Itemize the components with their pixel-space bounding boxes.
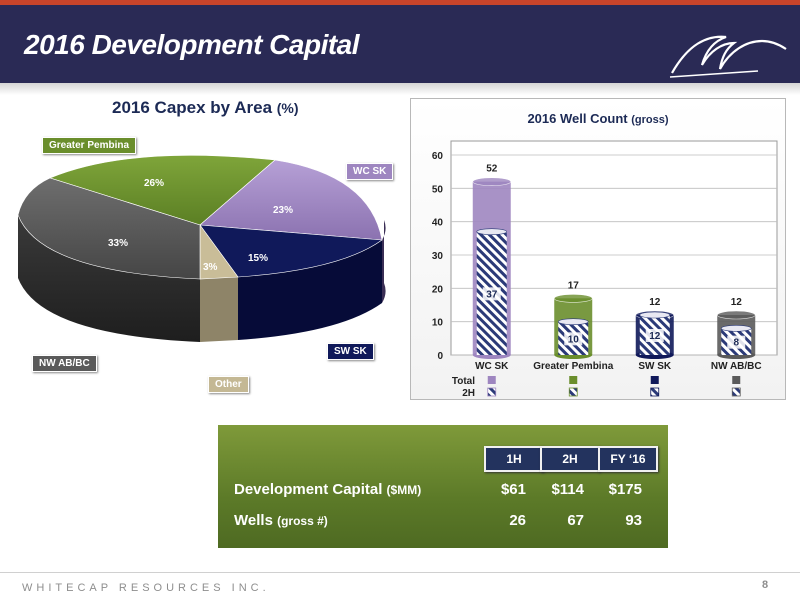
capital-row-label-development: Development Capital ($MM) bbox=[234, 481, 421, 498]
pie-side-right bbox=[382, 220, 386, 303]
capital-header-1h: 1H bbox=[484, 446, 544, 472]
y-tick-label: 60 bbox=[432, 151, 444, 162]
wave-logo-icon bbox=[669, 35, 787, 78]
value-total-label: 12 bbox=[731, 297, 743, 308]
pie-category-nw-ab-bc: NW AB/BC bbox=[32, 355, 97, 372]
bar-2h-top-2 bbox=[639, 311, 671, 319]
x-category-label: Greater Pembina bbox=[533, 361, 613, 372]
slice-label-sw-sk: 15% bbox=[248, 253, 269, 264]
footer-brand: WHITECAP RESOURCES INC. bbox=[22, 582, 270, 594]
well-count-chart: 2016 Well Count (gross) 0 10 20 30 40 50 60 37 5… bbox=[410, 98, 786, 400]
value-total-label: 12 bbox=[649, 297, 661, 308]
pie-category-sw-sk: SW SK bbox=[327, 343, 374, 360]
legend-2h-swatch bbox=[650, 387, 660, 397]
value-2h-label: 37 bbox=[486, 289, 498, 300]
development-capital-unit: ($MM) bbox=[386, 483, 422, 497]
x-category-label: WC SK bbox=[475, 361, 509, 372]
pie-slice-sw-sk bbox=[199, 224, 383, 278]
y-tick-label: 50 bbox=[432, 184, 444, 195]
wells-2h: 67 bbox=[567, 512, 584, 529]
capital-header-fy16: FY ‘16 bbox=[598, 446, 658, 472]
y-tick-label: 20 bbox=[432, 284, 444, 295]
wells-label: Wells bbox=[234, 512, 273, 529]
chart-title: 2016 Well Count (gross) bbox=[411, 111, 785, 126]
chart-title-text: 2016 Well Count bbox=[527, 111, 628, 126]
y-tick-label: 0 bbox=[437, 351, 443, 362]
header-shadow bbox=[0, 83, 800, 95]
value-2h-label: 10 bbox=[568, 334, 580, 345]
y-tick-label: 40 bbox=[432, 218, 444, 229]
pie-side-nwab bbox=[18, 215, 200, 342]
capital-summary-panel: 1H 2H FY ‘16 Development Capital ($MM) $… bbox=[218, 425, 668, 548]
slice-label-greater-pembina: 26% bbox=[144, 178, 165, 189]
y-tick-label: 30 bbox=[432, 251, 444, 262]
wells-1h: 26 bbox=[509, 512, 526, 529]
slice-label-nw-ab-bc: 33% bbox=[108, 238, 129, 249]
pie-title-unit: (%) bbox=[276, 100, 299, 116]
pie-title: 2016 Capex by Area (%) bbox=[112, 98, 299, 118]
bar-2h-top-3 bbox=[720, 325, 752, 332]
pie-category-greater-pembina: Greater Pembina bbox=[42, 137, 137, 154]
chart-title-unit: (gross) bbox=[631, 114, 669, 126]
legend-2h-label: 2H bbox=[462, 388, 475, 399]
legend-2h-swatch bbox=[731, 387, 741, 397]
value-total-label: 17 bbox=[568, 280, 580, 291]
dev-capital-2h: $114 bbox=[551, 481, 584, 498]
wells-fy16: 93 bbox=[625, 512, 642, 529]
pie-category-wc-sk: WC SK bbox=[346, 163, 394, 180]
accent-stripe bbox=[0, 0, 800, 5]
legend-2h-swatch bbox=[568, 387, 578, 397]
legend-total-swatch bbox=[650, 376, 659, 384]
bar-top-0 bbox=[472, 177, 512, 186]
capital-header-2h: 2H bbox=[540, 446, 600, 472]
pie-category-other: Other bbox=[208, 376, 249, 393]
development-capital-label: Development Capital bbox=[234, 481, 383, 498]
dev-capital-1h: $61 bbox=[500, 481, 526, 498]
header-bar: 2016 Development Capital bbox=[0, 5, 800, 83]
well-count-plot: 0 10 20 30 40 50 60 37 52 WC SK 10 17 Greater Pembin… bbox=[432, 140, 778, 399]
pie-side-other bbox=[200, 277, 238, 342]
pie-slice-wc-sk bbox=[199, 159, 383, 241]
capital-row-label-wells: Wells (gross #) bbox=[234, 512, 328, 529]
value-2h-bg bbox=[482, 287, 501, 301]
page-title: 2016 Development Capital bbox=[24, 29, 360, 60]
value-2h-bg bbox=[727, 335, 746, 349]
value-2h-label: 12 bbox=[649, 331, 661, 342]
pie-title-text: 2016 Capex by Area bbox=[112, 98, 273, 117]
page-number: 8 bbox=[762, 579, 769, 591]
pie-slice-nw-ab-bc bbox=[17, 177, 201, 280]
legend-total-swatch bbox=[732, 376, 741, 384]
legend-2h-swatch bbox=[487, 387, 497, 397]
y-tick-label: 10 bbox=[432, 318, 444, 329]
wells-unit: (gross #) bbox=[277, 514, 328, 528]
value-total-label: 52 bbox=[486, 164, 498, 175]
value-2h-bg bbox=[564, 332, 583, 346]
pie-slice-greater-pembina bbox=[49, 155, 276, 226]
value-2h-bg bbox=[645, 329, 664, 342]
bar-2h-top-1 bbox=[557, 318, 589, 325]
legend-total-swatch bbox=[569, 376, 578, 384]
footer-divider bbox=[0, 572, 800, 573]
bar-2h-top-0 bbox=[476, 228, 508, 235]
legend-total-swatch bbox=[487, 376, 496, 384]
x-category-label: SW SK bbox=[638, 361, 672, 372]
slice-label-other: 3% bbox=[203, 262, 218, 273]
bar-top-3 bbox=[716, 310, 756, 320]
x-category-label: NW AB/BC bbox=[711, 361, 762, 372]
legend-total-label: Total bbox=[452, 376, 475, 387]
pie-side-swsk bbox=[238, 240, 382, 340]
dev-capital-fy16: $175 bbox=[608, 481, 642, 498]
bar-top-1 bbox=[553, 294, 593, 303]
capex-pie-chart: 26% 23% 15% 3% 33% bbox=[10, 120, 405, 400]
slice-label-wc-sk: 23% bbox=[273, 205, 294, 216]
value-2h-label: 8 bbox=[733, 338, 739, 349]
